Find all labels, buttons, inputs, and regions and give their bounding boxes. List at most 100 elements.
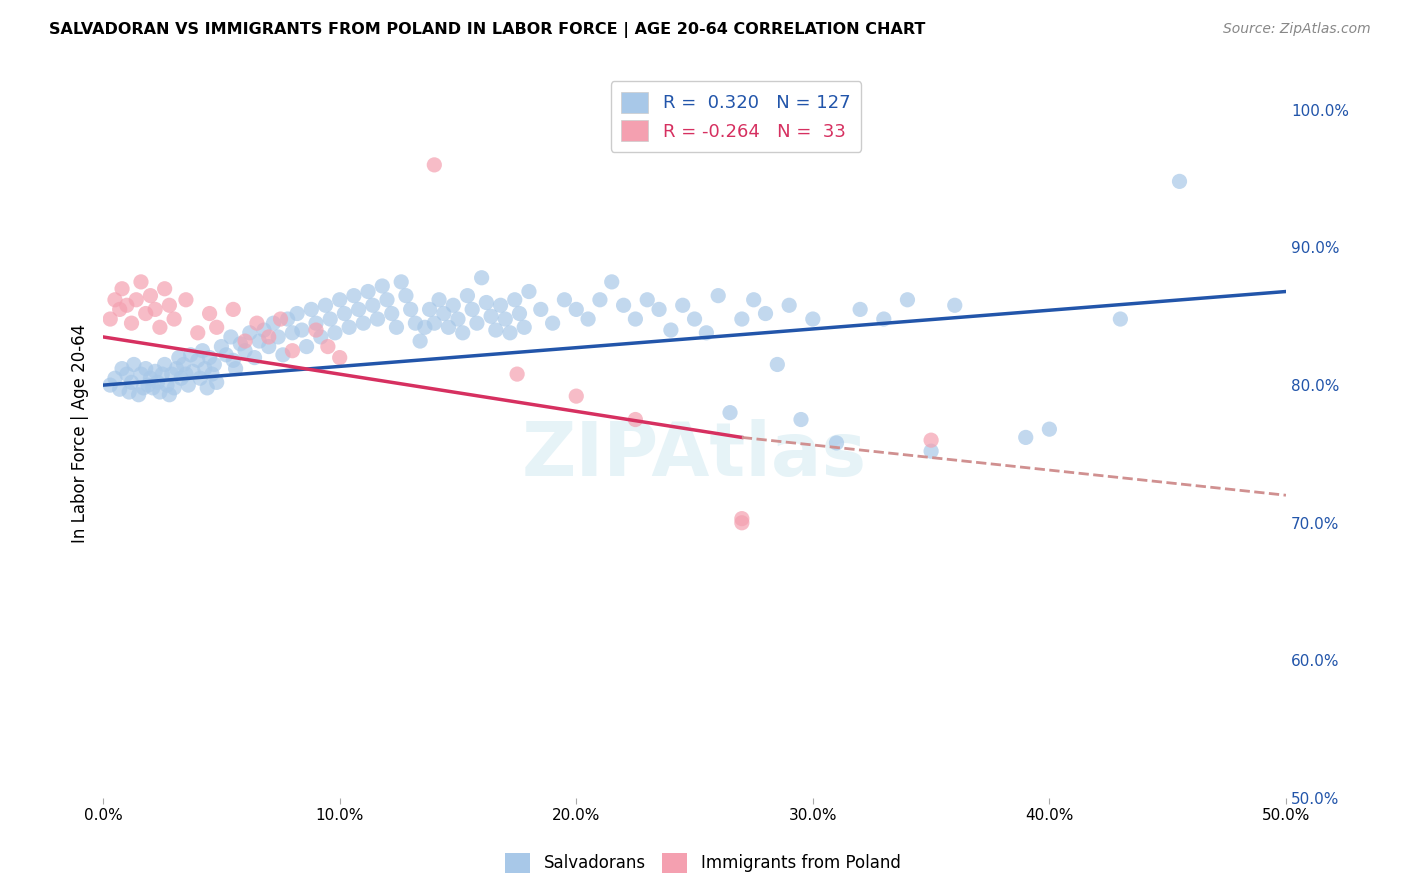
Point [229,336,252,351]
Point [277,312,299,326]
Point [239,326,262,340]
Point [174,293,197,307]
Point [233,343,256,358]
Point [423,316,446,330]
Point [167,351,190,365]
Point [163,381,186,395]
Point [222,302,245,317]
Point [1109,312,1132,326]
Point [157,298,180,312]
Point [475,295,498,310]
Point [128,388,150,402]
Point [98,312,121,326]
Point [98,378,121,392]
Point [1038,422,1060,436]
Point [395,288,418,302]
Y-axis label: In Labor Force | Age 20-64: In Labor Force | Age 20-64 [72,324,89,543]
Point [209,340,232,354]
Point [205,320,228,334]
Point [149,320,172,334]
Point [305,316,328,330]
Point [198,351,221,365]
Point [122,358,145,372]
Point [173,358,195,372]
Point [149,384,172,399]
Point [367,312,389,326]
Point [299,302,322,317]
Point [565,389,588,403]
Point [118,384,141,399]
Point [188,371,211,385]
Point [873,312,896,326]
Point [479,310,502,324]
Point [305,323,328,337]
Point [316,340,339,354]
Point [613,298,636,312]
Point [315,298,337,312]
Point [920,433,942,447]
Point [447,312,470,326]
Point [565,302,588,317]
Point [267,330,290,344]
Point [157,388,180,402]
Point [441,298,464,312]
Point [404,316,426,330]
Point [361,298,384,312]
Point [485,323,508,337]
Point [825,436,848,450]
Point [150,367,173,381]
Point [506,367,529,381]
Text: SALVADORAN VS IMMIGRANTS FROM POLAND IN LABOR FORCE | AGE 20-64 CORRELATION CHAR: SALVADORAN VS IMMIGRANTS FROM POLAND IN … [49,22,925,38]
Point [104,371,127,385]
Point [295,340,318,354]
Point [177,378,200,392]
Point [790,412,813,426]
Point [1168,174,1191,188]
Point [129,275,152,289]
Point [385,320,408,334]
Point [589,293,612,307]
Point [201,367,224,381]
Point [409,334,432,348]
Point [413,320,436,334]
Point [461,302,484,317]
Point [471,270,494,285]
Point [437,320,460,334]
Point [281,326,304,340]
Point [323,326,346,340]
Point [139,371,162,385]
Point [451,326,474,340]
Point [111,282,134,296]
Point [222,353,245,368]
Point [166,361,188,376]
Point [731,511,754,525]
Text: Source: ZipAtlas.com: Source: ZipAtlas.com [1223,22,1371,37]
Point [243,351,266,365]
Point [108,302,131,317]
Point [943,298,966,312]
Point [153,358,176,372]
Point [530,302,553,317]
Point [156,378,179,392]
Point [233,334,256,348]
Point [337,320,360,334]
Point [1015,430,1038,444]
Point [731,312,754,326]
Point [600,275,623,289]
Point [347,302,370,317]
Point [153,282,176,296]
Point [778,298,800,312]
Point [576,312,599,326]
Point [433,306,456,320]
Point [849,302,872,317]
Point [132,381,155,395]
Point [381,306,404,320]
Point [766,358,789,372]
Point [329,351,352,365]
Point [160,367,183,381]
Point [202,358,225,372]
Point [104,293,127,307]
Point [115,298,138,312]
Point [198,306,221,320]
Point [257,340,280,354]
